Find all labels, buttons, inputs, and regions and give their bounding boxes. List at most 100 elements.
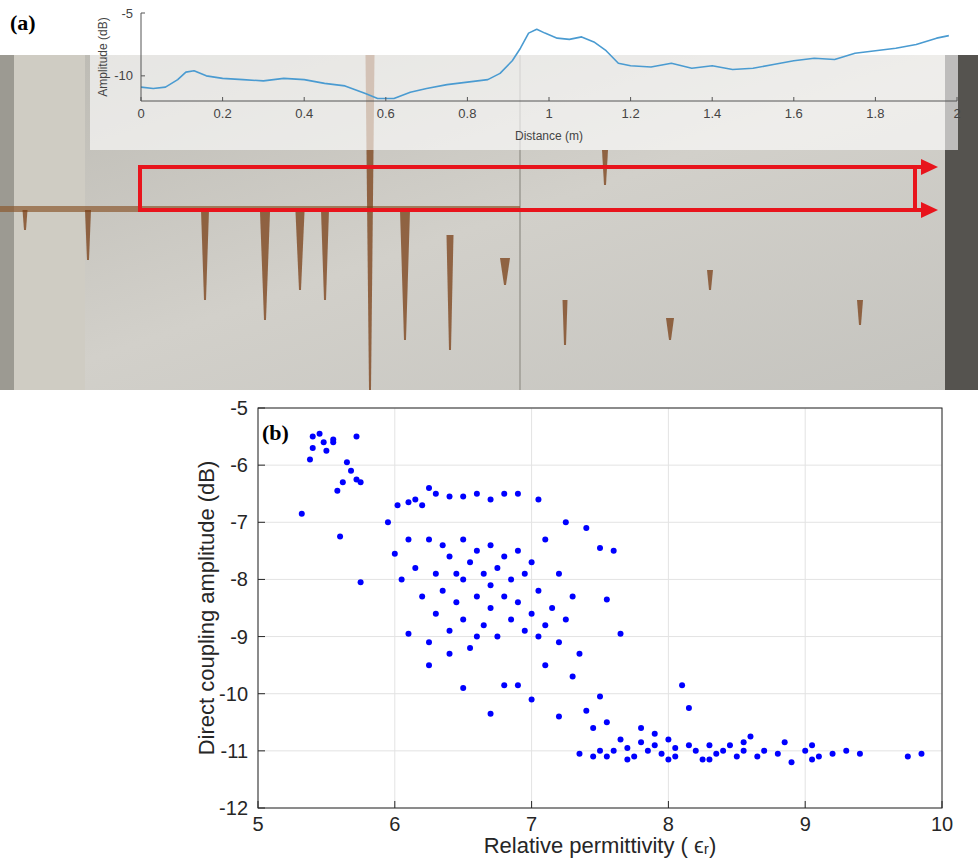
data-point <box>652 742 658 748</box>
data-point <box>440 542 446 548</box>
y-tick-label: -5 <box>230 397 248 419</box>
data-point <box>597 694 603 700</box>
data-point <box>761 748 767 754</box>
x-tick <box>222 97 223 101</box>
data-point <box>460 616 466 622</box>
data-point <box>515 682 521 688</box>
x-tick-label: 1.8 <box>866 106 884 121</box>
data-point <box>340 479 346 485</box>
data-point <box>474 634 480 640</box>
data-point <box>494 565 500 571</box>
data-point <box>529 559 535 565</box>
data-point <box>447 554 453 560</box>
data-point <box>321 439 327 445</box>
data-point <box>412 565 418 571</box>
data-point <box>686 705 692 711</box>
x-tick <box>549 97 550 101</box>
data-point <box>488 605 494 611</box>
x-tick <box>668 801 669 808</box>
data-point <box>453 599 459 605</box>
y-tick <box>141 13 145 14</box>
data-point <box>542 622 548 628</box>
data-point <box>747 734 753 740</box>
x-tick <box>805 801 806 808</box>
data-point <box>488 542 494 548</box>
data-point <box>576 751 582 757</box>
data-point <box>515 548 521 554</box>
data-point <box>549 605 555 611</box>
y-tick <box>258 750 265 751</box>
y-tick-label: -11 <box>221 740 248 762</box>
chart-band <box>90 55 958 150</box>
data-point <box>741 739 747 745</box>
data-point <box>515 599 521 605</box>
data-group <box>141 29 949 98</box>
data-point <box>467 559 473 565</box>
data-point <box>775 751 781 757</box>
data-point <box>460 685 466 691</box>
x-tick <box>942 801 943 808</box>
rust-streak <box>857 300 863 325</box>
data-point <box>447 494 453 500</box>
data-point <box>323 448 329 454</box>
grid-line <box>258 465 942 466</box>
data-point <box>453 571 459 577</box>
x-tick <box>467 97 468 101</box>
y-axis-title: Amplitude (dB) <box>96 17 110 96</box>
data-point <box>659 751 665 757</box>
data-point <box>618 736 624 742</box>
arrow-head <box>921 159 938 175</box>
data-point <box>542 536 548 542</box>
data-point <box>583 525 589 531</box>
panel-label: (b) <box>262 420 289 445</box>
rust-streak <box>707 270 713 290</box>
data-point <box>529 696 535 702</box>
y-tick <box>258 579 265 580</box>
data-point <box>522 628 528 634</box>
data-point <box>563 616 569 622</box>
y-tick <box>258 408 265 409</box>
y-axis-title: Direct coupling amplitude (dB) <box>194 461 219 756</box>
data-point <box>501 682 507 688</box>
data-point <box>494 634 500 640</box>
data-point <box>433 491 439 497</box>
x-axis-title: Relative permittivity ( ϵᵣ) <box>484 833 717 858</box>
data-point <box>488 582 494 588</box>
pillar <box>0 55 85 390</box>
data-point <box>631 754 637 760</box>
data-point <box>604 754 610 760</box>
data-group <box>299 431 925 766</box>
data-point <box>590 725 596 731</box>
data-point <box>590 754 596 760</box>
x-tick <box>258 801 259 808</box>
data-point <box>481 622 487 628</box>
data-point <box>501 594 507 600</box>
arrow-head <box>921 202 938 218</box>
data-point <box>353 434 359 440</box>
data-point <box>426 662 432 668</box>
data-point <box>624 756 630 762</box>
x-tick-label: 5 <box>252 813 263 835</box>
data-point <box>508 616 514 622</box>
data-point <box>426 485 432 491</box>
rust-streak <box>666 318 674 340</box>
data-point <box>299 511 305 517</box>
data-point <box>706 742 712 748</box>
chart-scatter: 5678910-12-11-10-9-8-7-6-5Relative permi… <box>194 397 953 858</box>
rust-streak <box>447 235 454 350</box>
data-point <box>358 479 364 485</box>
rust-streak <box>400 210 410 340</box>
y-axis <box>141 13 142 101</box>
grid-line <box>668 408 669 808</box>
x-tick <box>875 97 876 101</box>
panel-label: (a) <box>10 10 36 35</box>
data-point <box>802 748 808 754</box>
data-point <box>440 588 446 594</box>
data-point <box>542 662 548 668</box>
data-point <box>358 579 364 585</box>
data-point <box>686 742 692 748</box>
data-point <box>604 596 610 602</box>
x-tick-label: 0 <box>137 106 144 121</box>
x-tick <box>712 97 713 101</box>
y-tick-label: -8 <box>230 568 248 590</box>
